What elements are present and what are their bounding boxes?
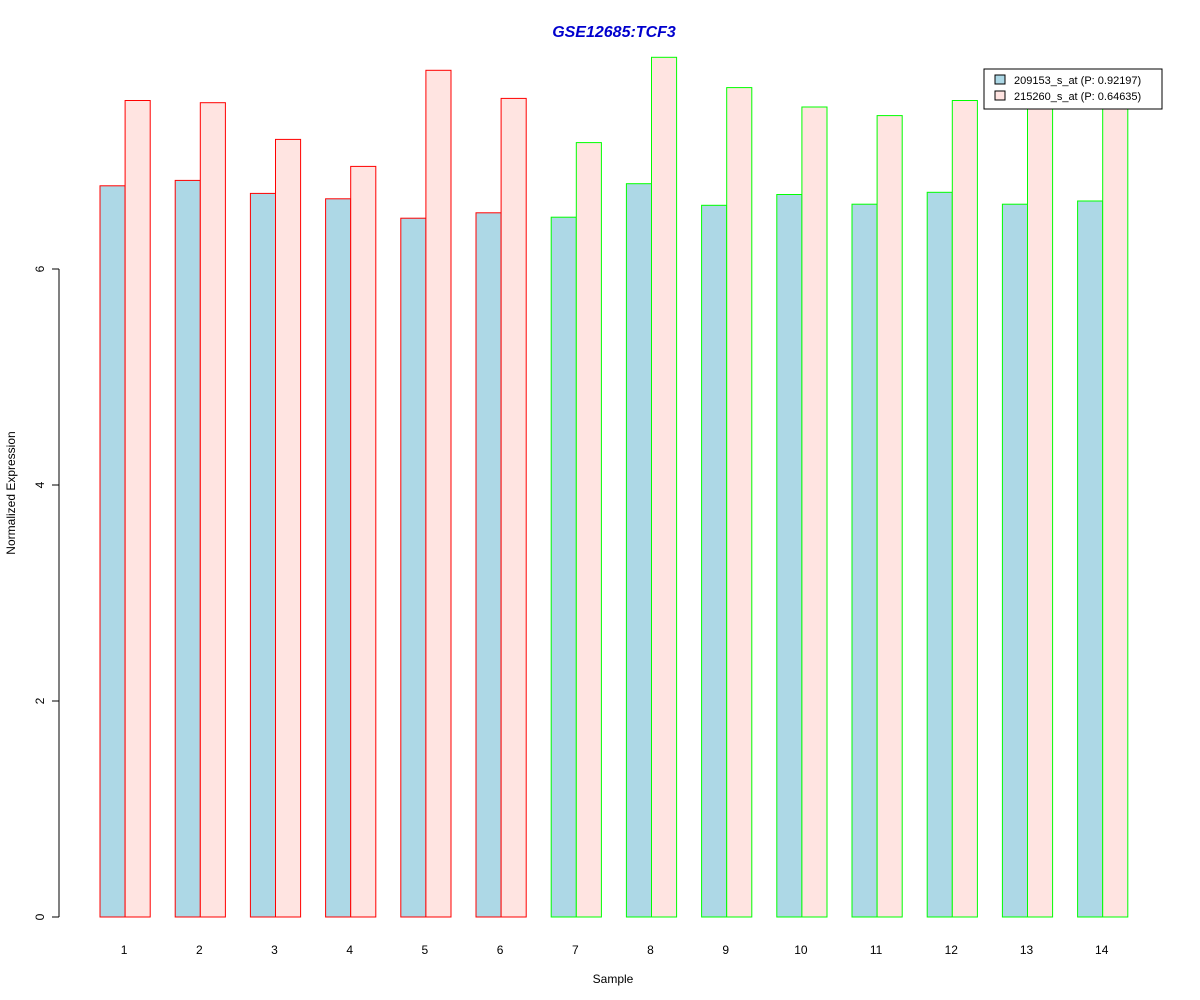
bar-sample-7-series-2 [575, 142, 602, 918]
y-tick-label: 4 [33, 481, 47, 488]
bar-sample-5-series-1 [400, 217, 427, 918]
bar-sample-6-series-1 [475, 212, 502, 918]
x-tick-label: 10 [794, 943, 808, 957]
legend-label: 209153_s_at (P: 0.92197) [1014, 75, 1141, 87]
bar-sample-1-series-1 [99, 185, 126, 918]
bar-sample-14-series-2 [1102, 100, 1129, 918]
bar-sample-3-series-1 [249, 192, 276, 918]
bar-sample-11-series-1 [851, 203, 878, 918]
legend-swatch [994, 90, 1006, 101]
bars-layer [99, 56, 1129, 918]
bar-sample-3-series-2 [275, 138, 302, 918]
bar-sample-2-series-2 [199, 102, 226, 918]
x-tick-label: 11 [870, 943, 883, 957]
bar-sample-5-series-2 [425, 69, 452, 918]
bar-sample-11-series-2 [876, 115, 903, 918]
bar-sample-12-series-2 [951, 100, 978, 918]
y-axis: 0 2 4 6 [33, 265, 60, 920]
bar-sample-10-series-1 [776, 194, 803, 918]
bar-sample-10-series-2 [801, 106, 828, 918]
bar-sample-4-series-2 [350, 165, 377, 918]
y-tick-label: 6 [33, 265, 47, 272]
x-tick-label: 14 [1095, 943, 1109, 957]
bar-sample-9-series-1 [701, 204, 728, 918]
bar-sample-8-series-1 [625, 183, 653, 918]
x-tick-label: 8 [647, 943, 654, 957]
y-tick-label: 2 [33, 697, 47, 704]
bar-sample-1-series-2 [124, 100, 151, 918]
legend-box [983, 68, 1163, 110]
legend-swatch [994, 74, 1006, 85]
bar-sample-12-series-1 [926, 191, 953, 918]
y-axis-title: Normalized Expression [4, 431, 18, 554]
x-tick-label: 5 [422, 943, 429, 957]
bar-sample-7-series-1 [550, 216, 577, 918]
x-axis-title: Sample [593, 972, 634, 986]
x-tick-label: 1 [121, 943, 128, 957]
x-tick-label: 9 [722, 943, 729, 957]
legend: 209153_s_at (P: 0.92197) 215260_s_at (P: … [983, 68, 1163, 110]
x-tick-label: 7 [572, 943, 579, 957]
legend-label: 215260_s_at (P: 0.64635) [1014, 91, 1141, 103]
x-tick-label: 6 [497, 943, 504, 957]
bar-sample-13-series-2 [1027, 100, 1054, 918]
bar-sample-14-series-1 [1077, 200, 1104, 918]
y-tick-label: 0 [33, 913, 47, 920]
bar-sample-4-series-1 [325, 198, 352, 918]
chart-title: GSE12685:TCF3 [552, 24, 676, 41]
x-tick-label: 12 [945, 943, 959, 957]
x-tick-label: 3 [271, 943, 278, 957]
bar-sample-9-series-2 [726, 87, 753, 918]
x-tick-label: 4 [346, 943, 353, 957]
x-tick-labels: 1 2 3 4 5 6 7 8 9 10 11 12 13 14 [121, 943, 1109, 957]
bar-sample-6-series-2 [500, 97, 527, 918]
bar-sample-13-series-1 [1001, 203, 1029, 918]
bar-sample-8-series-2 [651, 56, 678, 918]
x-tick-label: 13 [1020, 943, 1034, 957]
bar-sample-2-series-1 [174, 179, 201, 918]
x-tick-label: 2 [196, 943, 203, 957]
